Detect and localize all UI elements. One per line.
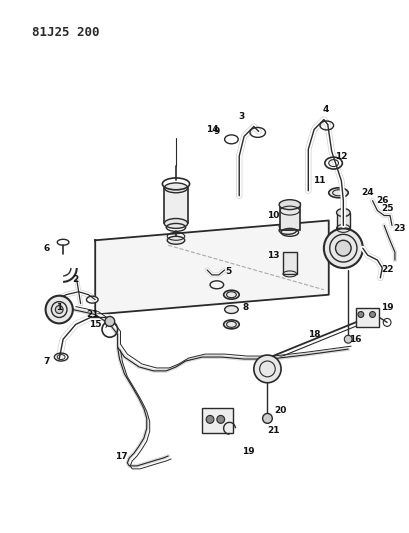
Polygon shape xyxy=(95,221,329,314)
Text: 25: 25 xyxy=(381,204,393,213)
Ellipse shape xyxy=(224,290,239,299)
Circle shape xyxy=(344,335,352,343)
Ellipse shape xyxy=(279,227,297,235)
Text: 11: 11 xyxy=(313,176,325,185)
Text: 14: 14 xyxy=(206,125,218,134)
Text: 9: 9 xyxy=(213,127,220,136)
Text: 24: 24 xyxy=(362,188,374,197)
Text: 7: 7 xyxy=(43,357,50,366)
Circle shape xyxy=(263,414,272,423)
Circle shape xyxy=(335,240,351,256)
Text: 12: 12 xyxy=(335,152,348,160)
Ellipse shape xyxy=(167,236,185,244)
Bar xyxy=(356,308,379,327)
Text: 22: 22 xyxy=(381,265,393,274)
Circle shape xyxy=(206,415,214,423)
Text: 2: 2 xyxy=(73,276,79,285)
Text: 8: 8 xyxy=(243,303,249,312)
Text: 21: 21 xyxy=(86,310,99,319)
Text: 26: 26 xyxy=(376,196,389,205)
Bar xyxy=(337,213,350,229)
Circle shape xyxy=(254,355,281,383)
Text: 21: 21 xyxy=(267,426,279,435)
Bar xyxy=(283,252,297,274)
Text: 13: 13 xyxy=(267,251,279,260)
Ellipse shape xyxy=(164,219,188,229)
Text: 15: 15 xyxy=(89,320,101,329)
Text: 3: 3 xyxy=(238,112,244,121)
Text: 4: 4 xyxy=(323,105,329,114)
Text: 16: 16 xyxy=(349,335,361,344)
Text: 10: 10 xyxy=(267,211,279,220)
Text: 19: 19 xyxy=(242,447,254,456)
Circle shape xyxy=(370,311,375,318)
Text: 23: 23 xyxy=(393,224,406,233)
Ellipse shape xyxy=(225,305,238,313)
Circle shape xyxy=(358,311,364,318)
Text: 18: 18 xyxy=(308,330,320,339)
Text: 20: 20 xyxy=(274,406,286,415)
Ellipse shape xyxy=(337,208,350,216)
Bar xyxy=(202,408,234,433)
Ellipse shape xyxy=(279,200,301,209)
Ellipse shape xyxy=(164,183,188,193)
Text: 1: 1 xyxy=(56,303,62,312)
Text: 6: 6 xyxy=(43,244,49,253)
Circle shape xyxy=(45,296,73,324)
Text: 19: 19 xyxy=(381,303,393,312)
Bar xyxy=(164,188,188,223)
Circle shape xyxy=(324,229,363,268)
Ellipse shape xyxy=(224,320,239,329)
Ellipse shape xyxy=(329,188,348,198)
Bar xyxy=(280,203,299,230)
Text: 17: 17 xyxy=(115,451,128,461)
Circle shape xyxy=(55,305,63,313)
Circle shape xyxy=(217,415,225,423)
Circle shape xyxy=(105,317,115,326)
Text: 81J25 200: 81J25 200 xyxy=(32,26,99,38)
Text: 5: 5 xyxy=(225,268,231,277)
